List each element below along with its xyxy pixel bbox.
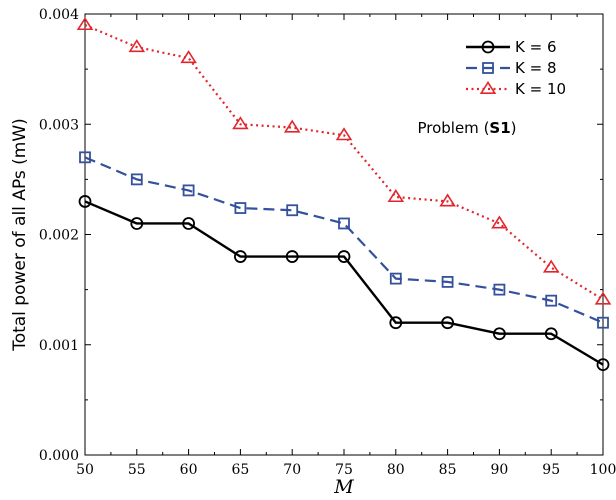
legend-entry-2: K = 10: [466, 80, 566, 98]
y-tick-label: 0.000: [39, 448, 79, 464]
square-marker: [441, 276, 454, 288]
circle-marker: [544, 327, 558, 341]
triangle-marker: [479, 81, 497, 95]
x-tick-label: 60: [180, 462, 198, 478]
circle-marker: [130, 217, 144, 230]
circle-marker: [389, 316, 403, 330]
x-tick-label: 100: [590, 462, 616, 478]
y-tick-label: 0.002: [39, 228, 79, 244]
triangle-marker: [542, 259, 560, 273]
x-tick-label: 70: [283, 462, 301, 478]
circle-marker: [233, 250, 247, 263]
square-marker: [482, 62, 494, 74]
triangle-marker: [283, 119, 301, 133]
y-tick-label: 0.003: [39, 117, 79, 133]
triangle-marker: [180, 50, 197, 64]
triangle-marker: [594, 291, 612, 305]
x-axis-title: M: [333, 476, 354, 498]
x-tick-label: 80: [387, 462, 405, 478]
annotation-suffix: ): [511, 119, 517, 137]
series-line: [84, 156, 604, 324]
triangle-marker: [128, 39, 146, 53]
annotation-bold: S1: [489, 119, 510, 137]
circle-marker: [492, 327, 506, 341]
tick-layer: 50 55 60 65 70 75 80 85 90 95 100 0.000 0.001 0.002 0.…: [39, 7, 616, 478]
x-tick-label: 95: [542, 462, 560, 478]
square-marker: [597, 316, 609, 329]
problem-annotation: Problem (S1): [417, 119, 516, 137]
x-tick-label: 65: [231, 462, 249, 478]
series-line: [84, 24, 604, 301]
circle-marker: [285, 250, 299, 263]
y-tick-label: 0.004: [39, 7, 79, 23]
x-tick-label: 55: [128, 462, 146, 478]
square-marker: [182, 184, 195, 197]
circle-marker: [78, 195, 92, 208]
square-marker: [286, 204, 299, 217]
x-tick-label: 85: [439, 462, 457, 478]
circle-marker: [441, 316, 455, 330]
square-marker: [389, 272, 402, 285]
circle-marker: [182, 217, 196, 230]
triangle-marker: [491, 215, 508, 229]
series-line: [84, 200, 604, 366]
legend: K = 6 K = 8 K = 10: [466, 38, 566, 98]
x-tick-label: 50: [76, 462, 94, 478]
circle-marker: [337, 250, 351, 263]
triangle-marker: [335, 127, 353, 141]
square-marker: [79, 151, 91, 164]
square-marker: [545, 294, 558, 307]
series-0: [78, 195, 610, 371]
square-marker: [493, 283, 506, 296]
legend-entry-1: K = 8: [466, 59, 556, 77]
annotation-prefix: Problem (: [417, 119, 489, 137]
legend-label: K = 8: [515, 59, 556, 77]
square-marker: [234, 202, 247, 214]
triangle-marker: [76, 17, 94, 31]
x-tick-label: 90: [490, 462, 508, 478]
legend-entry-0: K = 6: [466, 38, 556, 56]
triangle-marker: [232, 116, 249, 130]
square-marker: [130, 173, 143, 186]
series-1: [79, 151, 609, 329]
series-2: [76, 17, 612, 305]
legend-label: K = 10: [515, 80, 566, 98]
series-layer: [76, 17, 612, 371]
y-tick-label: 0.001: [39, 338, 79, 354]
circle-marker: [481, 40, 495, 54]
triangle-marker: [387, 189, 405, 203]
y-axis-title: Total power of all APs (mW): [10, 118, 30, 352]
square-marker: [338, 217, 350, 230]
triangle-marker: [439, 193, 456, 207]
x-tick-label: 75: [335, 462, 353, 478]
circle-marker: [596, 358, 610, 371]
legend-label: K = 6: [515, 38, 556, 56]
